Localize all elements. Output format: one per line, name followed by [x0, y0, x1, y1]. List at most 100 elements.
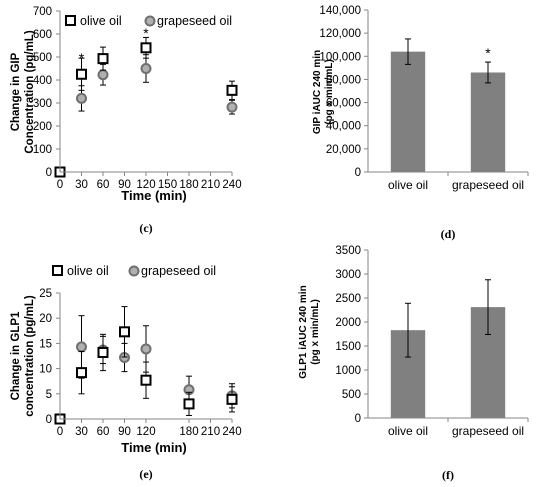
chart-panel-e: 0 5 10 15 20 25 0 30 60 90 120 180 210 240 Time (min) C…: [10, 264, 242, 481]
x-tick-label: 60: [97, 179, 110, 191]
category-label: olive oil: [388, 424, 428, 438]
legend-label-olive-oil: olive oil: [67, 264, 109, 278]
y-tick-label: 100,000: [319, 51, 361, 63]
y-tick-label: 10: [39, 364, 52, 376]
data-point-olive-oil: [226, 393, 238, 405]
data-point-olive-oil: [140, 42, 152, 54]
significance-marker: *: [485, 45, 491, 61]
chart-panel-f: 0 500 1000 1500 2000 2500 3000 3500 olive oil gra…: [298, 245, 529, 482]
data-point-olive-oil: [226, 84, 238, 96]
y-axis-title-line1: GIP iAUC 240 min: [312, 50, 323, 134]
y-tick-label: 3500: [335, 245, 361, 257]
data-point-olive-oil: [97, 53, 109, 65]
y-tick-label: 1500: [335, 341, 361, 353]
category-label: olive oil: [388, 178, 428, 192]
y-tick-label: 140,000: [319, 5, 361, 17]
y-tick-label: 0: [46, 414, 52, 426]
category-label: grapeseed oil: [452, 178, 524, 192]
y-tick-label: 2000: [335, 317, 361, 329]
y-tick-label: 25: [39, 288, 52, 300]
y-axis-title-line2: Concentration (pg/mL): [24, 30, 36, 153]
y-tick-label: 500: [342, 389, 361, 401]
data-point-grapeseed-oil: [97, 69, 109, 81]
data-point-olive-oil: [140, 374, 152, 386]
data-point-grapeseed-oil: [140, 343, 152, 355]
x-axis-title: Time (min): [121, 188, 187, 203]
legend-label-olive-oil: olive oil: [80, 14, 122, 28]
y-tick-label: 200: [33, 121, 52, 133]
data-point-grapeseed-oil: [140, 63, 152, 74]
y-tick-label: 80,000: [326, 74, 361, 86]
x-tick-label: 210: [201, 179, 220, 191]
x-tick-label: 90: [118, 179, 131, 191]
y-axis-title-line2: (pg x min/mL): [310, 299, 321, 365]
legend-marker-grapeseed-oil: [128, 265, 140, 277]
y-tick-label: 500: [33, 52, 52, 64]
y-axis-title-line1: Change in GLP1: [10, 311, 22, 400]
x-tick-label: 90: [118, 426, 131, 438]
significance-marker: *: [79, 50, 85, 66]
y-tick-label: 0: [46, 167, 52, 179]
y-tick-label: 600: [33, 29, 52, 41]
legend-label-grapeseed-oil: grapeseed oil: [141, 264, 216, 278]
x-tick-label: 180: [179, 426, 198, 438]
y-tick-label: 2500: [335, 293, 361, 305]
y-tick-label: 300: [33, 98, 52, 110]
panel-label: (f): [442, 468, 454, 482]
y-tick-label: 1000: [335, 365, 361, 377]
legend: olive oil grapeseed oil: [65, 14, 232, 28]
y-tick-label: 60,000: [326, 98, 361, 110]
category-label: grapeseed oil: [452, 424, 524, 438]
legend-marker-grapeseed-oil: [144, 15, 156, 27]
y-axis-title-line1: GLP1 iAUC 240 min: [298, 285, 309, 378]
y-tick-label: 40,000: [326, 121, 361, 133]
x-tick-label: 120: [136, 426, 155, 438]
y-tick-label: 15: [39, 338, 52, 350]
y-tick-label: 0: [355, 167, 361, 179]
legend-label-grapeseed-oil: grapeseed oil: [157, 14, 232, 28]
y-tick-label: 20,000: [326, 144, 361, 156]
data-point-olive-oil: [76, 68, 87, 80]
y-tick-label: 5: [46, 389, 52, 401]
x-tick-label: 180: [179, 179, 198, 191]
x-tick-label: 210: [201, 426, 220, 438]
y-tick-label: 400: [33, 75, 52, 87]
panel-label: (c): [139, 221, 152, 235]
data-point-olive-oil: [76, 367, 87, 379]
y-axis-title-line1: Change in GIP: [10, 52, 22, 131]
x-tick-label: 120: [136, 179, 155, 191]
x-tick-label: 30: [75, 179, 88, 191]
legend-marker-olive-oil: [65, 15, 76, 26]
panel-label: (d): [441, 227, 456, 241]
y-tick-label: 100: [33, 144, 52, 156]
x-tick-label: 30: [75, 426, 88, 438]
data-point-grapeseed-oil: [76, 341, 87, 353]
chart-panel-d: 0 20,000 40,000 60,000 80,000 100,000 120,000 1…: [312, 5, 529, 241]
bar-grapeseed-oil: [470, 72, 506, 172]
y-tick-label: 120,000: [319, 28, 361, 40]
y-tick-label: 20: [39, 313, 52, 325]
x-tick-label: 60: [97, 426, 110, 438]
legend-marker-olive-oil: [52, 265, 63, 276]
panel-label: (e): [139, 467, 152, 481]
data-point-grapeseed-oil: [226, 101, 238, 113]
x-tick-label: 240: [222, 179, 241, 191]
y-tick-label: 700: [33, 6, 52, 18]
x-tick-label: 150: [158, 179, 177, 191]
significance-marker: *: [143, 25, 149, 41]
x-tick-label: 0: [57, 179, 63, 191]
data-point-olive-oil: [119, 326, 130, 338]
x-tick-label: 0: [57, 426, 63, 438]
data-point-olive-oil: [97, 346, 109, 358]
data-point-olive-oil: [183, 398, 195, 410]
y-tick-label: 0: [355, 413, 361, 425]
x-tick-label: 240: [222, 426, 241, 438]
x-axis-title: Time (min): [121, 440, 187, 455]
y-axis-title-line2: concentration (pg/mL): [24, 295, 36, 417]
data-point-grapeseed-oil: [76, 92, 87, 104]
y-axis-title-line2: (pg x min/mL): [324, 59, 335, 125]
chart-panel-c: 0 100 200 300 400 500 600 700 0 30 60 90 120 150 180 21…: [10, 6, 242, 235]
y-tick-label: 3000: [335, 269, 361, 281]
legend: olive oil grapeseed oil: [52, 264, 216, 278]
